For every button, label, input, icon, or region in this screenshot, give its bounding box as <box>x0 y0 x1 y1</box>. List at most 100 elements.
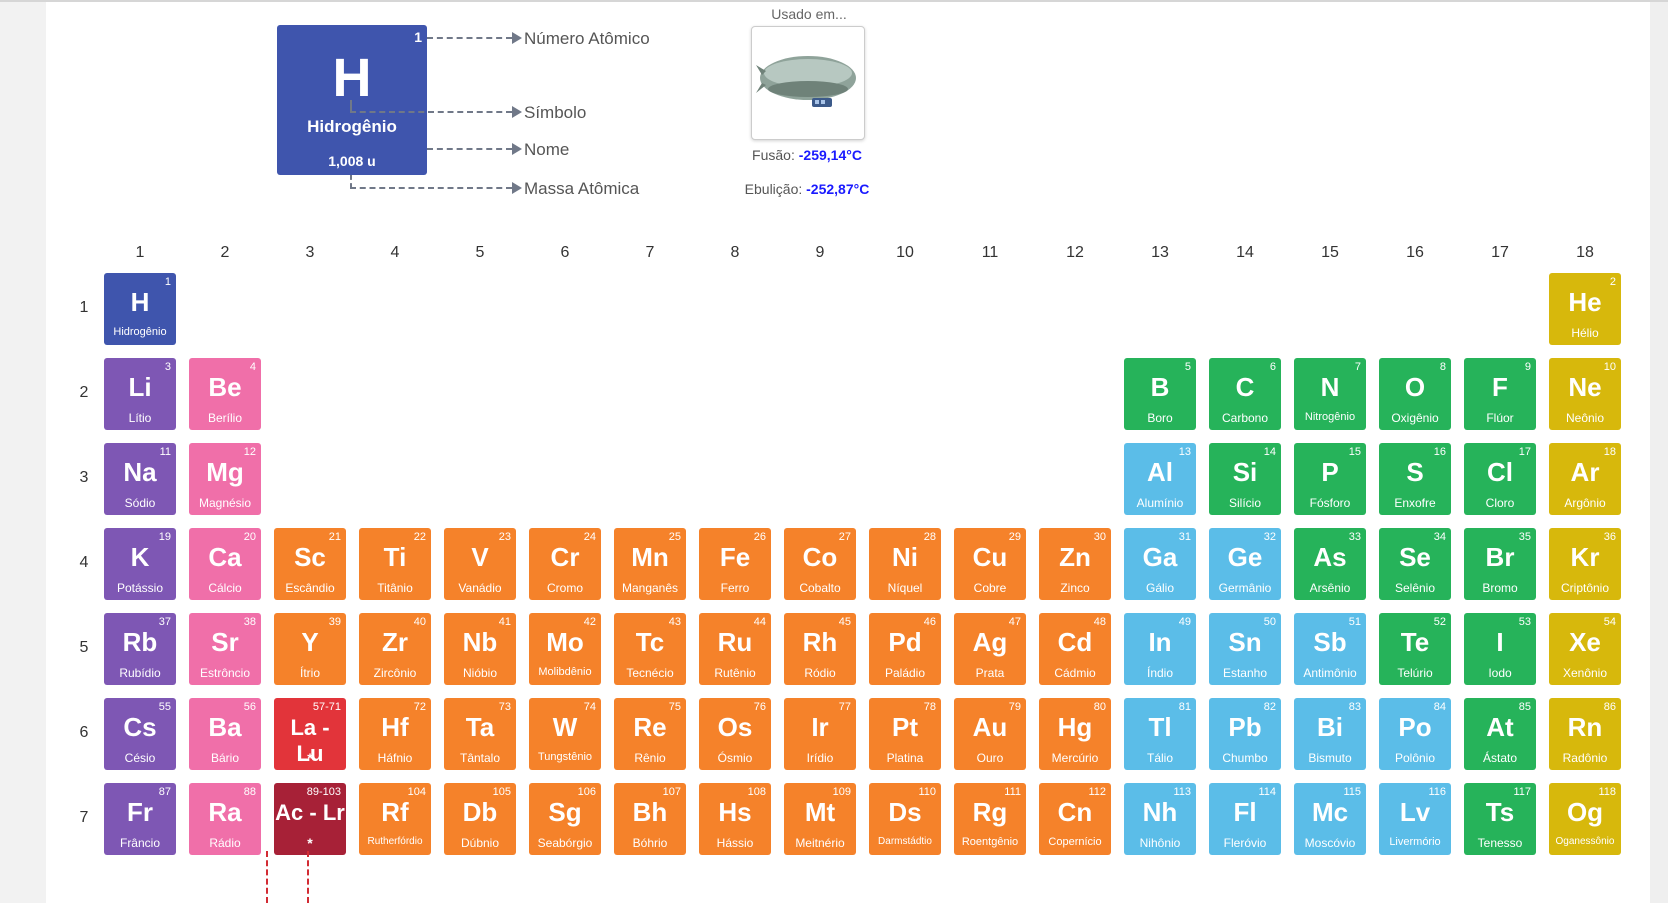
element-card[interactable]: 19 K Potássio <box>104 528 176 600</box>
element-card[interactable]: 31 Ga Gálio <box>1124 528 1196 600</box>
element-card[interactable]: 2 He Hélio <box>1549 273 1621 345</box>
element-card[interactable]: 44 Ru Rutênio <box>699 613 771 685</box>
element-card[interactable]: 37 Rb Rubídio <box>104 613 176 685</box>
element-card[interactable]: 40 Zr Zircônio <box>359 613 431 685</box>
element-card[interactable]: 75 Re Rênio <box>614 698 686 770</box>
element-card[interactable]: 45 Rh Ródio <box>784 613 856 685</box>
element-card[interactable]: 14 Si Silício <box>1209 443 1281 515</box>
element-card[interactable]: 4 Be Berílio <box>189 358 261 430</box>
element-card[interactable]: 80 Hg Mercúrio <box>1039 698 1111 770</box>
element-card[interactable]: 7 N Nitrogênio <box>1294 358 1366 430</box>
element-card[interactable]: 87 Fr Frâncio <box>104 783 176 855</box>
element-card[interactable]: 79 Au Ouro <box>954 698 1026 770</box>
element-symbol: Po <box>1398 712 1432 742</box>
element-card[interactable]: 28 Ni Níquel <box>869 528 941 600</box>
element-atomic-number: 23 <box>498 531 511 543</box>
element-card[interactable]: 46 Pd Paládio <box>869 613 941 685</box>
element-card[interactable]: 106 Sg Seabórgio <box>529 783 601 855</box>
element-card[interactable]: 48 Cd Cádmio <box>1039 613 1111 685</box>
element-card[interactable]: 56 Ba Bário <box>189 698 261 770</box>
element-card[interactable]: 110 Ds Darmstádtio <box>869 783 941 855</box>
element-group-lanthanide[interactable]: 57-71 La - Lu * <box>274 698 346 770</box>
element-card[interactable]: 83 Bi Bismuto <box>1294 698 1366 770</box>
element-card[interactable]: 27 Co Cobalto <box>784 528 856 600</box>
element-card[interactable]: 17 Cl Cloro <box>1464 443 1536 515</box>
element-card[interactable]: 54 Xe Xenônio <box>1549 613 1621 685</box>
element-card[interactable]: 47 Ag Prata <box>954 613 1026 685</box>
element-card[interactable]: 20 Ca Cálcio <box>189 528 261 600</box>
element-card[interactable]: 8 O Oxigênio <box>1379 358 1451 430</box>
element-name: Rádio <box>209 836 241 850</box>
element-card[interactable]: 84 Po Polônio <box>1379 698 1451 770</box>
element-card[interactable]: 35 Br Bromo <box>1464 528 1536 600</box>
element-card[interactable]: 111 Rg Roentgênio <box>954 783 1026 855</box>
element-card[interactable]: 73 Ta Tântalo <box>444 698 516 770</box>
element-card[interactable]: 116 Lv Livermório <box>1379 783 1451 855</box>
element-card[interactable]: 112 Cn Copernício <box>1039 783 1111 855</box>
element-card[interactable]: 78 Pt Platina <box>869 698 941 770</box>
element-card[interactable]: 15 P Fósforo <box>1294 443 1366 515</box>
element-card[interactable]: 38 Sr Estrôncio <box>189 613 261 685</box>
element-card[interactable]: 21 Sc Escândio <box>274 528 346 600</box>
element-card[interactable]: 107 Bh Bóhrio <box>614 783 686 855</box>
element-group-actinide[interactable]: 89-103 Ac - Lr * <box>274 783 346 855</box>
element-card[interactable]: 18 Ar Argônio <box>1549 443 1621 515</box>
element-card[interactable]: 85 At Ástato <box>1464 698 1536 770</box>
element-card[interactable]: 3 Li Lítio <box>104 358 176 430</box>
element-card[interactable]: 30 Zn Zinco <box>1039 528 1111 600</box>
element-card[interactable]: 36 Kr Criptônio <box>1549 528 1621 600</box>
element-card[interactable]: 86 Rn Radônio <box>1549 698 1621 770</box>
element-card[interactable]: 113 Nh Nihônio <box>1124 783 1196 855</box>
element-card[interactable]: 23 V Vanádio <box>444 528 516 600</box>
element-card[interactable]: 104 Rf Rutherfórdio <box>359 783 431 855</box>
element-card[interactable]: 109 Mt Meitnério <box>784 783 856 855</box>
element-card[interactable]: 39 Y Ítrio <box>274 613 346 685</box>
element-card[interactable]: 118 Og Oganessônio <box>1549 783 1621 855</box>
element-card[interactable]: 76 Os Ósmio <box>699 698 771 770</box>
element-card[interactable]: 117 Ts Tenesso <box>1464 783 1536 855</box>
element-card[interactable]: 9 F Flúor <box>1464 358 1536 430</box>
element-card[interactable]: 12 Mg Magnésio <box>189 443 261 515</box>
element-card[interactable]: 26 Fe Ferro <box>699 528 771 600</box>
element-card[interactable]: 6 C Carbono <box>1209 358 1281 430</box>
element-card[interactable]: 77 Ir Irídio <box>784 698 856 770</box>
element-card[interactable]: 25 Mn Manganês <box>614 528 686 600</box>
element-card[interactable]: 13 Al Alumínio <box>1124 443 1196 515</box>
element-card[interactable]: 105 Db Dúbnio <box>444 783 516 855</box>
element-card[interactable]: 108 Hs Hássio <box>699 783 771 855</box>
element-card[interactable]: 55 Cs Césio <box>104 698 176 770</box>
element-card[interactable]: 53 I Iodo <box>1464 613 1536 685</box>
element-card[interactable]: 42 Mo Molibdênio <box>529 613 601 685</box>
element-card[interactable]: 52 Te Telúrio <box>1379 613 1451 685</box>
element-card[interactable]: 74 W Tungstênio <box>529 698 601 770</box>
group-number: 13 <box>1151 244 1169 261</box>
element-card[interactable]: 114 Fl Fleróvio <box>1209 783 1281 855</box>
used-in-card[interactable] <box>751 26 865 140</box>
element-card[interactable]: 32 Ge Germânio <box>1209 528 1281 600</box>
element-card[interactable]: 16 S Enxofre <box>1379 443 1451 515</box>
element-symbol: Ba <box>208 712 242 742</box>
vertical-scrollbar[interactable] <box>1650 2 1668 903</box>
element-atomic-number: 50 <box>1263 616 1276 628</box>
element-card[interactable]: 10 Ne Neônio <box>1549 358 1621 430</box>
element-card[interactable]: 88 Ra Rádio <box>189 783 261 855</box>
element-card[interactable]: 24 Cr Cromo <box>529 528 601 600</box>
element-card[interactable]: 51 Sb Antimônio <box>1294 613 1366 685</box>
element-card[interactable]: 43 Tc Tecnécio <box>614 613 686 685</box>
element-card[interactable]: 34 Se Selênio <box>1379 528 1451 600</box>
element-name: Carbono <box>1221 411 1269 425</box>
element-card[interactable]: 81 Tl Tálio <box>1124 698 1196 770</box>
element-card[interactable]: 115 Mc Moscóvio <box>1294 783 1366 855</box>
element-card[interactable]: 50 Sn Estanho <box>1209 613 1281 685</box>
element-card[interactable]: 82 Pb Chumbo <box>1209 698 1281 770</box>
element-card[interactable]: 72 Hf Háfnio <box>359 698 431 770</box>
element-card[interactable]: 11 Na Sódio <box>104 443 176 515</box>
element-card[interactable]: 1 H Hidrogênio <box>104 273 176 345</box>
element-card[interactable]: 29 Cu Cobre <box>954 528 1026 600</box>
element-card[interactable]: 5 B Boro <box>1124 358 1196 430</box>
element-atomic-number: 42 <box>583 616 596 628</box>
element-card[interactable]: 22 Ti Titânio <box>359 528 431 600</box>
element-card[interactable]: 33 As Arsênio <box>1294 528 1366 600</box>
element-card[interactable]: 41 Nb Nióbio <box>444 613 516 685</box>
element-card[interactable]: 49 In Índio <box>1124 613 1196 685</box>
